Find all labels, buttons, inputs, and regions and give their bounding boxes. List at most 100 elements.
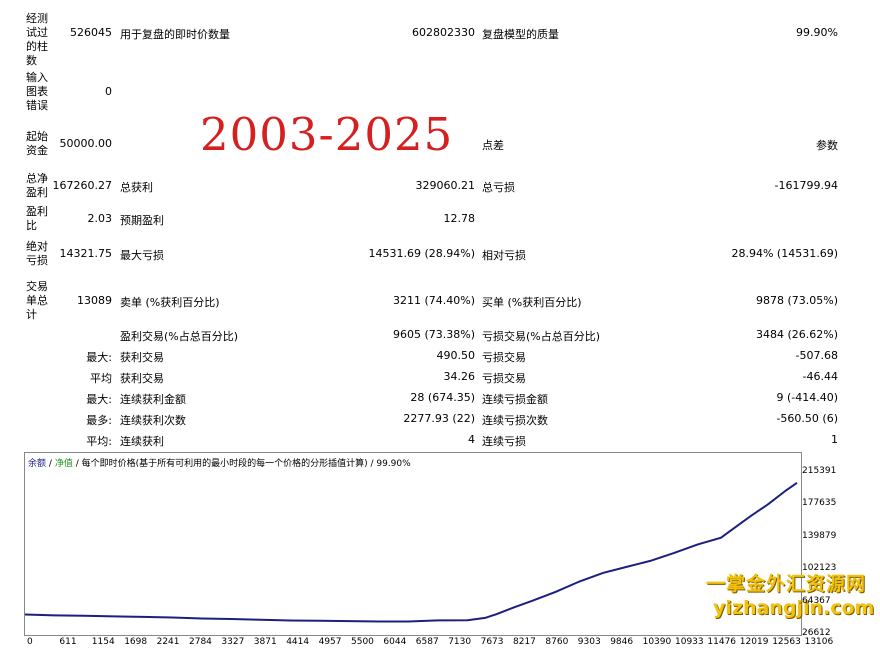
col3-label: 复盘模型的质量 (482, 28, 559, 41)
row-value: 平均 (90, 372, 112, 385)
x-tick-label: 0 (27, 637, 33, 647)
col3-label: 总亏损 (482, 181, 515, 194)
col2-label: 连续获利 (120, 435, 164, 448)
col3-value: -46.44 (802, 370, 838, 383)
legend-text: / 每个即时价格(基于所有可利用的最小时段的每一个价格的分形插值计算) / 99… (75, 459, 411, 469)
row-label: 经测试过的柱数 (26, 12, 48, 67)
row-value: 50000.00 (59, 137, 113, 150)
x-tick-label: 2241 (156, 637, 180, 647)
x-tick-label: 1698 (124, 637, 148, 647)
x-tick-label: 12019 (739, 637, 769, 647)
watermark-url: yizhangjin.com (713, 597, 875, 619)
col3-value: -507.68 (795, 349, 838, 362)
watermark-title: 一掌金外汇资源网 (706, 573, 867, 595)
y-tick-label: 102123 (802, 563, 837, 574)
x-tick-label: 3871 (253, 637, 277, 647)
col2-value: 9605 (73.38%) (392, 328, 475, 341)
x-tick-label: 11476 (707, 637, 737, 647)
balance-line (25, 481, 798, 623)
col2-value: 3211 (74.40%) (392, 294, 475, 307)
row-value: 167260.27 (52, 179, 113, 192)
col3-label: 连续亏损金额 (482, 393, 548, 406)
x-tick-label: 6587 (415, 637, 439, 647)
col2-label: 总获利 (120, 181, 153, 194)
col2-value: 12.78 (443, 212, 476, 225)
x-tick-label: 12563 (772, 637, 801, 647)
row-value: 13089 (77, 294, 112, 307)
row-value: 平均: (86, 435, 112, 448)
x-tick-label: 4957 (318, 637, 342, 647)
row-value: 2.03 (87, 212, 113, 225)
y-tick-label: 177635 (802, 498, 837, 509)
col3-label: 亏损交易(%占总百分比) (482, 330, 601, 343)
row-value: 14321.75 (59, 247, 113, 260)
col2-value: 4 (468, 433, 475, 446)
col2-value: 34.26 (443, 370, 476, 383)
col2-label: 卖单 (%获利百分比) (120, 296, 220, 309)
chart-legend: 余额 / 净值 / 每个即时价格(基于所有可利用的最小时段的每一个价格的分形插值… (28, 456, 411, 469)
col2-value: 329060.21 (415, 179, 476, 192)
x-tick-label: 1154 (91, 637, 115, 647)
col3-value: 参数 (816, 139, 838, 152)
col3-label: 连续亏损 (482, 435, 526, 448)
row-label: 总净盈利 (26, 172, 48, 199)
col2-label: 获利交易 (120, 372, 164, 385)
col2-label: 预期盈利 (120, 214, 164, 227)
row-value: 最大: (86, 393, 112, 406)
col3-label: 相对亏损 (482, 249, 526, 262)
col3-label: 点差 (482, 139, 504, 152)
col3-value: 9878 (73.05%) (755, 294, 838, 307)
x-tick-label: 8760 (545, 637, 569, 647)
x-tick-label: 6044 (383, 637, 407, 647)
y-tick-label: 26612 (802, 628, 831, 638)
col3-value: 9 (-414.40) (776, 391, 838, 404)
row-value: 526045 (70, 26, 112, 39)
col2-value: 602802330 (412, 26, 475, 39)
col2-value: 490.50 (436, 349, 476, 362)
x-tick-label: 10390 (642, 637, 672, 647)
col2-label: 最大亏损 (120, 249, 164, 262)
col3-label: 连续亏损次数 (482, 414, 548, 427)
col2-label: 用于复盘的即时价数量 (120, 28, 230, 41)
x-tick-label: 9846 (610, 637, 634, 647)
col3-value: 3484 (26.62%) (755, 328, 838, 341)
y-tick-label: 139879 (802, 530, 837, 541)
legend-equity: 净值 (54, 459, 73, 469)
col2-value: 14531.69 (28.94%) (368, 247, 475, 260)
legend-balance: 余额 (28, 459, 47, 469)
col2-label: 盈利交易(%占总百分比) (120, 330, 239, 343)
x-tick-label: 3327 (221, 637, 245, 647)
chart-svg (25, 481, 798, 623)
row-label: 起始资金 (26, 130, 48, 157)
col3-value: 1 (831, 433, 838, 446)
row-value: 最大: (86, 351, 112, 364)
y-tick-label: 215391 (802, 466, 837, 476)
col2-value: 2277.93 (22) (403, 412, 475, 425)
col3-label: 亏损交易 (482, 351, 526, 364)
x-tick-label: 13106 (804, 637, 834, 647)
row-value: 最多: (86, 414, 112, 427)
x-tick-label: 4414 (286, 637, 310, 647)
x-tick-label: 7673 (480, 637, 504, 647)
x-tick-label: 8217 (513, 637, 536, 647)
col2-label: 获利交易 (120, 351, 164, 364)
x-tick-label: 10933 (675, 637, 704, 647)
row-label: 输入图表错误 (26, 71, 48, 112)
x-tick-label: 611 (59, 637, 77, 647)
col3-value: -560.50 (6) (776, 412, 838, 425)
col3-value: 99.90% (796, 26, 838, 39)
col3-label: 买单 (%获利百分比) (482, 296, 582, 309)
col2-label: 连续获利次数 (120, 414, 186, 427)
row-label: 交易单总计 (26, 280, 48, 321)
col3-value: -161799.94 (774, 179, 838, 192)
col3-value: 28.94% (14531.69) (731, 247, 838, 260)
col3-label: 亏损交易 (482, 372, 526, 385)
x-tick-label: 9303 (577, 637, 601, 647)
row-label: 盈利比 (26, 205, 48, 232)
x-tick-label: 5500 (351, 637, 374, 647)
y-tick-label: 64367 (802, 595, 831, 606)
legend-separator: / (48, 459, 52, 469)
year-range-overlay: 2003-2025 (200, 108, 454, 161)
x-tick-label: 2784 (189, 637, 212, 647)
col2-label: 连续获利金额 (120, 393, 186, 406)
